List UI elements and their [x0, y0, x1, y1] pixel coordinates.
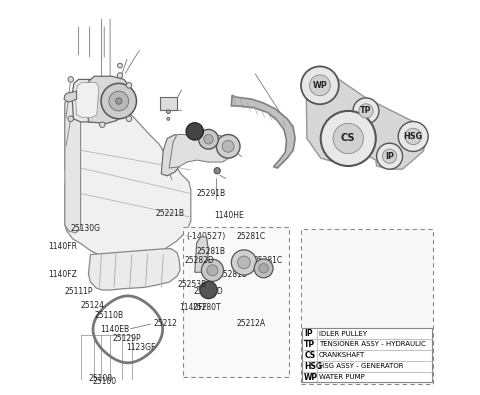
- Circle shape: [398, 122, 428, 151]
- Text: 25100: 25100: [88, 374, 113, 383]
- Text: 25212A: 25212A: [236, 319, 265, 328]
- Circle shape: [202, 259, 224, 281]
- Circle shape: [101, 83, 136, 119]
- Text: WATER PUMP: WATER PUMP: [319, 374, 365, 380]
- Text: 25129P: 25129P: [112, 334, 141, 343]
- Circle shape: [333, 123, 363, 154]
- FancyBboxPatch shape: [160, 97, 177, 110]
- Text: 1123GF: 1123GF: [126, 342, 155, 352]
- Text: CRANKSHAFT: CRANKSHAFT: [319, 352, 365, 358]
- Text: 25111P: 25111P: [65, 288, 93, 297]
- Text: 25281B: 25281B: [197, 247, 226, 256]
- Circle shape: [126, 116, 132, 122]
- Text: (-140527): (-140527): [186, 232, 226, 241]
- Circle shape: [231, 250, 256, 275]
- Text: IP: IP: [385, 152, 394, 161]
- Circle shape: [207, 265, 218, 276]
- Polygon shape: [88, 249, 180, 290]
- Circle shape: [116, 98, 122, 104]
- Circle shape: [214, 167, 220, 174]
- Text: 25212: 25212: [154, 319, 177, 328]
- Text: 25280T: 25280T: [192, 303, 221, 312]
- Circle shape: [68, 77, 73, 82]
- Polygon shape: [65, 95, 191, 256]
- Text: 25281B: 25281B: [218, 270, 247, 279]
- Circle shape: [167, 110, 170, 114]
- Circle shape: [200, 281, 217, 299]
- Circle shape: [405, 128, 421, 145]
- Text: TP: TP: [304, 340, 315, 349]
- Text: 25253B: 25253B: [177, 280, 206, 289]
- Polygon shape: [306, 66, 428, 169]
- Circle shape: [109, 91, 129, 111]
- Circle shape: [301, 66, 339, 104]
- Polygon shape: [195, 237, 208, 272]
- Polygon shape: [161, 135, 185, 176]
- Text: WP: WP: [304, 372, 318, 382]
- Text: TENSIONER ASSY - HYDRAULIC: TENSIONER ASSY - HYDRAULIC: [319, 341, 426, 348]
- Circle shape: [321, 111, 376, 166]
- Polygon shape: [72, 79, 101, 122]
- Text: 1140FR: 1140FR: [48, 242, 77, 251]
- Text: 25110B: 25110B: [95, 311, 123, 320]
- Text: WP: WP: [312, 81, 327, 90]
- Polygon shape: [86, 76, 129, 124]
- Text: 25130G: 25130G: [71, 224, 101, 233]
- Circle shape: [359, 104, 373, 118]
- Text: CS: CS: [341, 134, 356, 143]
- Text: 1140EB: 1140EB: [100, 325, 130, 334]
- Text: TP: TP: [360, 106, 372, 115]
- Circle shape: [199, 130, 218, 149]
- FancyBboxPatch shape: [301, 229, 433, 384]
- Circle shape: [126, 83, 132, 88]
- Text: HSG: HSG: [304, 362, 322, 371]
- Circle shape: [259, 263, 268, 273]
- Circle shape: [68, 116, 73, 122]
- Circle shape: [310, 75, 330, 96]
- Circle shape: [353, 98, 379, 124]
- Circle shape: [383, 149, 396, 163]
- Text: 25221B: 25221B: [156, 209, 184, 218]
- Text: 1140FF: 1140FF: [179, 303, 207, 312]
- Text: 25124: 25124: [81, 301, 105, 310]
- Circle shape: [254, 259, 273, 278]
- Text: 25100: 25100: [92, 377, 116, 386]
- Circle shape: [118, 63, 122, 68]
- Circle shape: [216, 135, 240, 158]
- Polygon shape: [231, 95, 295, 168]
- Polygon shape: [64, 91, 77, 102]
- Circle shape: [117, 73, 123, 78]
- Text: 25281C: 25281C: [236, 232, 265, 241]
- Polygon shape: [65, 95, 81, 233]
- FancyBboxPatch shape: [183, 227, 289, 376]
- Text: IDLER PULLEY: IDLER PULLEY: [319, 331, 367, 337]
- Circle shape: [99, 122, 105, 128]
- Circle shape: [204, 135, 213, 144]
- Text: 25282D: 25282D: [185, 256, 215, 265]
- Bar: [302, 328, 432, 382]
- Circle shape: [222, 141, 234, 152]
- Text: 1140FZ: 1140FZ: [48, 270, 77, 279]
- Text: HSG: HSG: [404, 132, 423, 141]
- Circle shape: [186, 123, 204, 140]
- Text: IP: IP: [304, 329, 313, 338]
- Text: 25281C: 25281C: [254, 256, 283, 265]
- Text: 1140HE: 1140HE: [215, 211, 244, 220]
- Circle shape: [238, 256, 250, 269]
- Circle shape: [167, 117, 170, 120]
- Circle shape: [377, 143, 403, 169]
- Text: 25282D: 25282D: [193, 288, 223, 297]
- Text: HSG ASSY - GENERATOR: HSG ASSY - GENERATOR: [319, 363, 404, 369]
- Text: CS: CS: [304, 351, 315, 360]
- Text: 25291B: 25291B: [197, 189, 226, 198]
- Polygon shape: [169, 135, 236, 168]
- Polygon shape: [75, 83, 98, 118]
